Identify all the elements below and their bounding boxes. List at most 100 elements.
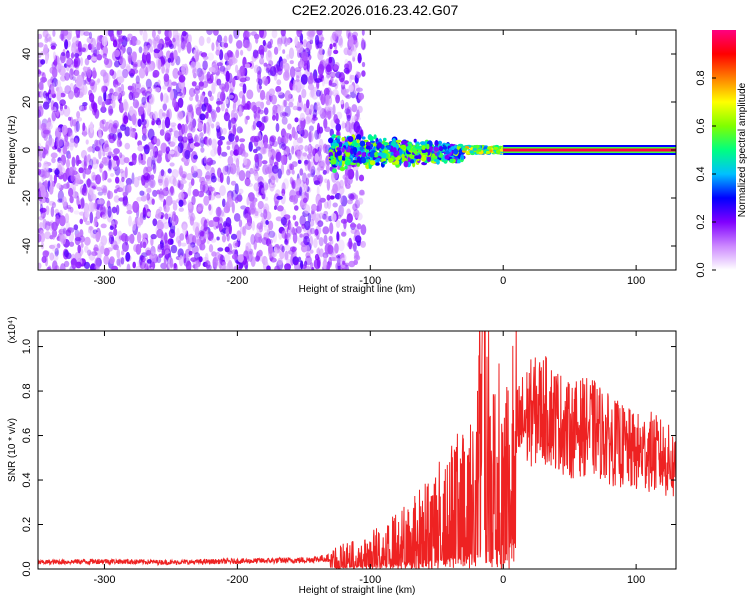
noise-speckle <box>316 128 322 140</box>
noise-speckle <box>341 205 345 215</box>
noise-speckle <box>258 184 265 196</box>
noise-speckle <box>309 235 314 247</box>
noise-speckle <box>332 104 336 116</box>
noise-speckle <box>44 220 51 231</box>
noise-speckle <box>158 194 163 201</box>
noise-speckle <box>266 44 273 49</box>
noise-speckle <box>186 236 190 245</box>
noise-speckle <box>107 178 112 183</box>
noise-speckle <box>104 30 109 37</box>
noise-speckle <box>211 111 218 120</box>
signal-speckle <box>369 160 376 166</box>
signal-speckle <box>359 146 364 151</box>
noise-speckle <box>358 92 365 100</box>
noise-speckle <box>40 123 47 130</box>
noise-speckle <box>121 241 129 252</box>
noise-speckle <box>87 54 92 61</box>
noise-speckle <box>248 141 253 152</box>
noise-speckle <box>83 155 88 167</box>
noise-speckle <box>235 64 239 74</box>
noise-speckle <box>318 126 324 134</box>
signal-speckle <box>442 145 448 150</box>
noise-speckle <box>226 61 231 71</box>
noise-speckle <box>187 103 193 113</box>
noise-speckle <box>112 155 119 161</box>
noise-speckle <box>44 251 50 256</box>
noise-speckle <box>275 122 280 133</box>
noise-speckle <box>292 214 297 221</box>
noise-speckle <box>147 171 152 183</box>
noise-speckle <box>167 168 172 174</box>
spectrogram-ylabel: Frequency (Hz) <box>7 116 18 185</box>
noise-speckle <box>284 69 290 78</box>
noise-speckle <box>333 114 339 124</box>
noise-speckle <box>163 232 168 244</box>
noise-speckle <box>173 49 178 60</box>
noise-speckle <box>353 209 360 219</box>
noise-speckle <box>77 41 82 53</box>
noise-speckle <box>201 94 205 100</box>
noise-speckle <box>283 244 291 251</box>
noise-speckle <box>360 224 367 236</box>
noise-speckle <box>123 157 130 164</box>
noise-speckle <box>146 44 151 55</box>
signal-speckle <box>420 141 426 146</box>
noise-speckle <box>202 60 208 71</box>
noise-speckle <box>83 261 91 269</box>
noise-speckle <box>325 215 330 223</box>
x-tick-label: 100 <box>627 574 645 586</box>
noise-speckle <box>257 109 264 115</box>
noise-speckle <box>240 49 244 56</box>
noise-speckle <box>344 80 349 85</box>
noise-speckle <box>89 226 93 231</box>
noise-speckle <box>208 220 215 228</box>
noise-speckle <box>118 86 122 93</box>
noise-speckle <box>73 137 79 148</box>
noise-speckle <box>60 263 66 270</box>
noise-speckle <box>142 89 148 97</box>
noise-speckle <box>291 145 295 155</box>
noise-speckle <box>195 51 200 62</box>
noise-speckle <box>66 204 72 210</box>
noise-speckle <box>284 62 290 73</box>
signal-speckle <box>332 168 337 173</box>
noise-speckle <box>51 106 57 112</box>
noise-speckle <box>168 30 172 39</box>
noise-speckle <box>243 152 249 158</box>
noise-speckle <box>266 265 271 270</box>
signal-speckle <box>444 154 450 160</box>
noise-speckle <box>56 90 62 102</box>
noise-speckle <box>192 68 199 78</box>
noise-speckle <box>193 136 198 143</box>
noise-speckle <box>77 204 81 209</box>
noise-speckle <box>315 193 322 206</box>
noise-speckle <box>307 160 312 172</box>
noise-speckle <box>194 61 201 73</box>
noise-speckle <box>268 230 276 238</box>
noise-speckle <box>169 122 177 127</box>
noise-speckle <box>246 115 250 121</box>
noise-speckle <box>292 105 299 111</box>
noise-speckle <box>222 198 226 208</box>
noise-speckle <box>162 93 169 104</box>
noise-speckle <box>72 186 75 199</box>
noise-speckle <box>258 44 265 56</box>
noise-speckle <box>277 38 282 43</box>
y-tick-label: 0.0 <box>21 561 33 576</box>
noise-speckle <box>311 30 316 36</box>
x-tick-label: 100 <box>627 275 645 287</box>
noise-speckle <box>154 87 161 93</box>
noise-speckle <box>176 110 184 121</box>
noise-speckle <box>112 120 120 129</box>
noise-speckle <box>142 110 146 120</box>
noise-speckle <box>208 194 216 201</box>
noise-speckle <box>344 108 351 115</box>
noise-speckle <box>354 194 358 200</box>
noise-speckle <box>50 180 55 191</box>
noise-speckle <box>130 114 137 124</box>
signal-speckle <box>469 150 474 154</box>
noise-speckle <box>328 79 333 86</box>
noise-speckle <box>319 248 324 258</box>
noise-speckle <box>116 138 122 148</box>
noise-speckle <box>159 221 164 230</box>
